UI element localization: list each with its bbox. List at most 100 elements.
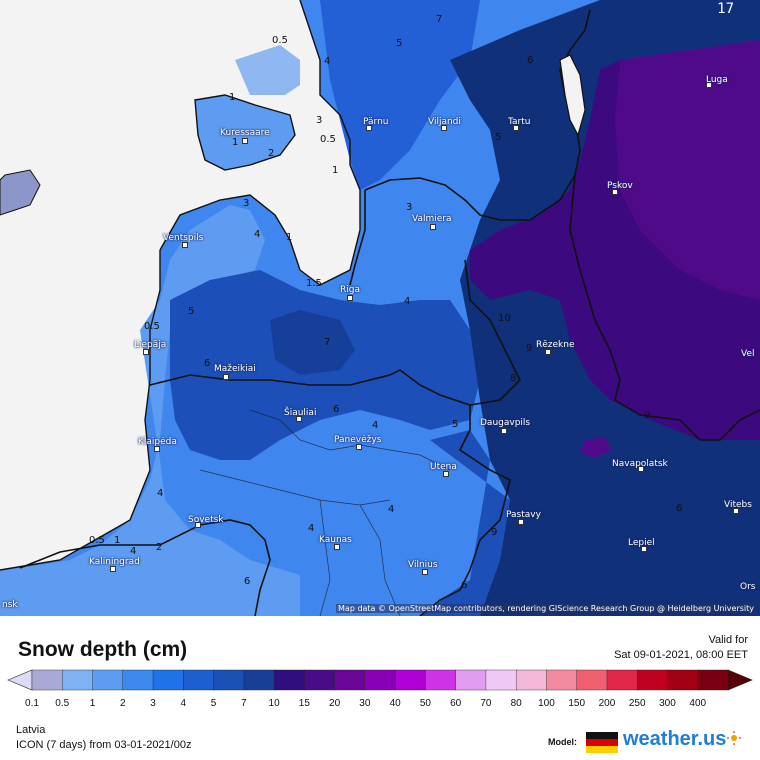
contour-value-label: 4 [388, 504, 395, 515]
contour-value-label: 3 [243, 198, 250, 209]
contour-value-label: 2 [156, 542, 163, 553]
zone-4 [320, 0, 480, 190]
contour-value-label: 9 [491, 527, 498, 538]
contour-value-label: 4 [404, 296, 411, 307]
colorbar-tick-label: 400 [689, 698, 707, 709]
city-marker [612, 189, 618, 195]
colorbar-tick-label: 250 [628, 698, 646, 709]
colorbar-ticks: 0.1 0.5 1 2 3 4 5 7 10 15 20 30 40 50 60 70 80 100 150 200 2… [0, 698, 760, 712]
colorbar-segment [606, 669, 638, 691]
valid-for-label: Valid for [708, 634, 748, 646]
contour-value-label: 1 [286, 232, 293, 243]
colorbar-segment [122, 669, 154, 691]
city-label: Ventspils [163, 233, 204, 243]
colorbar-tick-label: 0.5 [55, 698, 70, 709]
colorbar-segment [425, 669, 457, 691]
contour-value-label: 1 [232, 137, 239, 148]
contour-value-label: 5 [188, 306, 195, 317]
coastline [0, 0, 361, 571]
colorbar-segment [62, 669, 94, 691]
city-marker [223, 374, 229, 380]
valid-time: Sat 09-01-2021, 08:00 EET [614, 649, 748, 661]
colorbar-tick-label: 1 [89, 698, 96, 709]
colorbar-segment [31, 669, 63, 691]
city-marker [733, 508, 739, 514]
contour-value-label: 5 [396, 38, 403, 49]
colorbar-tick-label: 100 [538, 698, 555, 709]
model-label: Model: [548, 737, 577, 747]
colorbar-segment [576, 669, 608, 691]
colorbar-tick-label: 0.1 [25, 698, 39, 709]
city-marker [356, 444, 362, 450]
snow-spot [580, 437, 612, 458]
colorbar-segment [213, 669, 245, 691]
city-label: Mažeikiai [214, 364, 256, 374]
city-marker [518, 519, 524, 525]
contour-value-label: 9 [644, 410, 651, 421]
contour-value-label: 1 [332, 165, 339, 176]
colorbar-segment [273, 669, 306, 691]
contour-value-label: 5 [452, 419, 459, 430]
contour-value-label: 1 [229, 92, 236, 103]
contour-value-label: 0.5 [320, 134, 336, 145]
colorbar-min-arrow [7, 669, 33, 691]
contour-value-label: 4 [254, 229, 261, 240]
contour-value-label: 4 [130, 546, 137, 557]
colorbar-tick-label: 40 [389, 698, 401, 709]
contour-value-label: 4 [157, 488, 164, 499]
city-label: Pskov [607, 181, 633, 191]
contour-value-label: 0.5 [89, 535, 105, 546]
snow-depth-map: Luga Pärnu Viljandi Tartu Kuressaare Pskov Val… [0, 0, 760, 616]
colorbar-tick-label: 15 [298, 698, 310, 709]
frame-number: 17 [717, 1, 734, 17]
city-label: Ors [740, 582, 756, 592]
colorbar-segment [334, 669, 366, 691]
city-marker [366, 125, 372, 131]
colorbar-segment [667, 669, 699, 691]
contour-value-label: 3 [406, 202, 413, 213]
contour-value-label: 1.5 [306, 278, 322, 289]
colorbar-max-arrow [727, 669, 753, 691]
city-marker [195, 522, 201, 528]
city-marker [143, 349, 149, 355]
zone-5-south [420, 430, 510, 616]
city-label: Vel [741, 349, 755, 359]
saaremaa-island [195, 95, 295, 170]
city-marker [443, 471, 449, 477]
admin-borders [199, 409, 451, 616]
legend-title: Snow depth (cm) [18, 638, 188, 661]
contour-value-label: 3 [316, 115, 323, 126]
contour-value-label: 6 [333, 404, 340, 415]
contour-value-label: 4 [372, 420, 379, 431]
city-marker [545, 349, 551, 355]
colorbar-segment [152, 669, 185, 691]
colorbar-segment [243, 669, 275, 691]
colorbar-tick-label: 4 [180, 698, 187, 709]
coastal-zone-1 [0, 205, 300, 616]
city-marker [422, 569, 428, 575]
city-marker [513, 125, 519, 131]
city-marker [441, 125, 447, 131]
colorbar-tick-label: 70 [480, 698, 492, 709]
colorbar-tick-label: 3 [150, 698, 156, 709]
city-label: Valmiera [412, 214, 452, 224]
colorbar-segment [304, 669, 336, 691]
contour-value-label: 0.5 [144, 321, 160, 332]
colorbar-tick-label: 20 [329, 698, 341, 709]
contour-value-label: 1 [114, 535, 121, 546]
city-label: Vilnius [408, 560, 438, 570]
contour-value-label: 7 [324, 337, 331, 348]
city-marker [641, 546, 647, 552]
region-name: Latvia [16, 724, 46, 736]
city-marker [347, 295, 353, 301]
brand-logo[interactable]: weather.us [623, 728, 727, 750]
colorbar-tick-label: 150 [568, 698, 586, 709]
colorbar-segment [697, 669, 729, 691]
colorbar-segment [515, 669, 548, 691]
city-label: Vitebs [724, 500, 752, 510]
colorbar-tick-label: 30 [359, 698, 371, 709]
city-label: Sovetsk [188, 515, 224, 525]
colorbar-tick-label: 80 [510, 698, 522, 709]
city-label: Utena [430, 462, 457, 472]
city-marker [638, 466, 644, 472]
